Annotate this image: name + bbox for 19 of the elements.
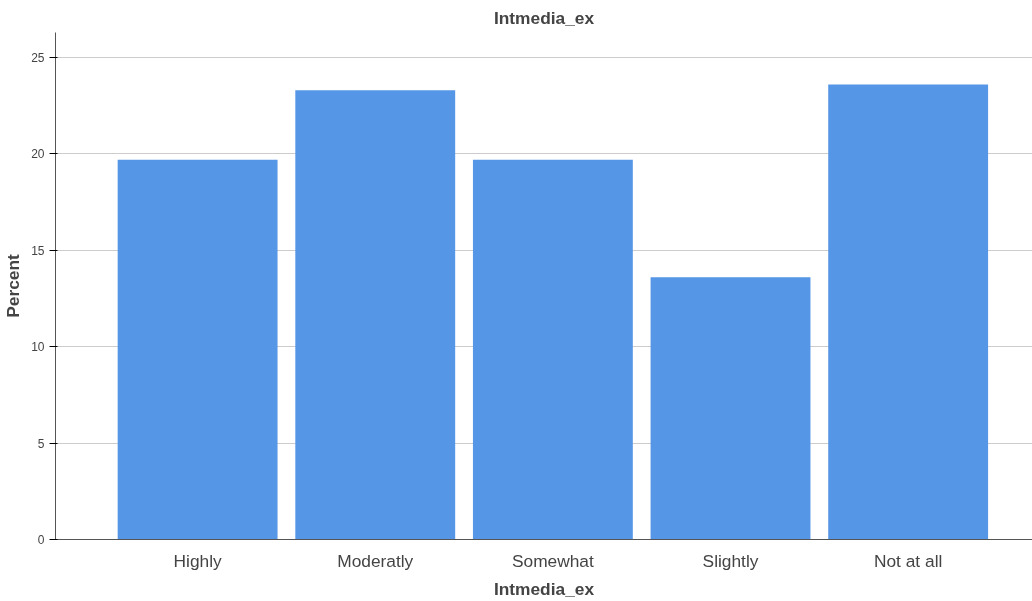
bar (295, 90, 456, 540)
bar (117, 159, 278, 540)
bar (472, 159, 633, 540)
y-tick-label: 0 (37, 533, 45, 547)
x-axis-title: Intmedia_ex (493, 578, 595, 599)
x-tick-label: Not at all (873, 550, 943, 571)
y-axis-title: Percent (3, 253, 24, 318)
x-tick-label: Highly (173, 550, 223, 571)
bar (650, 277, 811, 540)
y-tick-label: 5 (37, 436, 45, 451)
y-tick-label: 10 (31, 340, 45, 355)
x-tick-label: Moderatly (337, 550, 414, 571)
chart-title: Intmedia_ex (493, 7, 595, 28)
x-tick-label: Slightly (702, 550, 759, 571)
bar (828, 84, 989, 540)
x-tick-label: Somewhat (511, 550, 594, 571)
y-tick-label: 15 (31, 243, 45, 258)
y-tick-label: 25 (31, 51, 45, 66)
y-tick-label: 20 (31, 147, 45, 162)
